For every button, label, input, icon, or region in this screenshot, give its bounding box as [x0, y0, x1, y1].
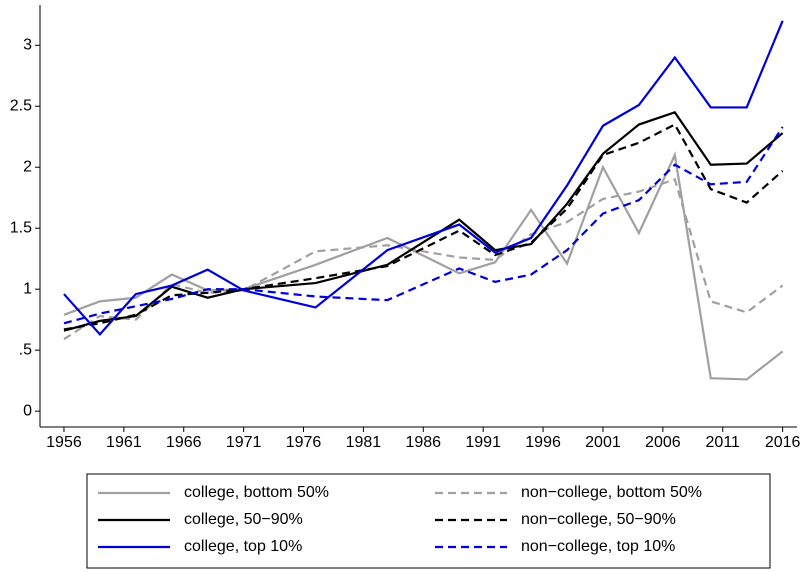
x-tick-label: 1976: [286, 434, 322, 451]
series-line: [63, 178, 784, 341]
x-tick-label: 1986: [405, 434, 441, 451]
series-line: [63, 126, 784, 325]
x-tick-label: 2016: [765, 434, 801, 451]
legend-label: college, bottom 50%: [184, 484, 329, 501]
x-tick-label: 2001: [585, 434, 621, 451]
x-tick-label: 1961: [106, 434, 142, 451]
x-tick-label: 2011: [706, 434, 741, 451]
x-tick-label: 1981: [346, 434, 382, 451]
y-tick-label: 1.5: [10, 219, 32, 236]
series-line: [63, 123, 784, 331]
x-tick-label: 1966: [166, 434, 202, 451]
y-tick-label: 0: [23, 402, 32, 419]
y-tick-label: .5: [19, 341, 32, 358]
x-tick-label: 1991: [465, 434, 501, 451]
y-tick-label: 1: [23, 280, 32, 297]
legend-label: non−college, bottom 50%: [521, 484, 702, 501]
legend-label: non−college, top 10%: [521, 538, 675, 555]
series-line: [63, 111, 784, 332]
legend-box: [86, 473, 771, 569]
x-tick-label: 2006: [645, 434, 681, 451]
x-tick-label: 1971: [226, 434, 262, 451]
legend-label: college, top 10%: [184, 538, 302, 555]
legend-label: college, 50−90%: [184, 511, 303, 528]
legend-label: non−college, 50−90%: [521, 511, 676, 528]
x-tick-label: 1956: [46, 434, 82, 451]
y-tick-label: 2.5: [10, 97, 32, 114]
x-tick-label: 1996: [525, 434, 561, 451]
series-line: [63, 20, 784, 336]
y-tick-label: 3: [23, 36, 32, 53]
series-line: [63, 151, 784, 381]
y-tick-label: 2: [23, 158, 32, 175]
